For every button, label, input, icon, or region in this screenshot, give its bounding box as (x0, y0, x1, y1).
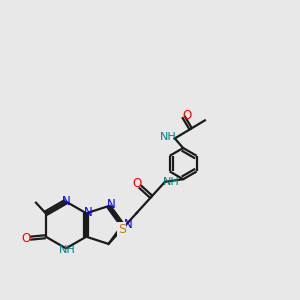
Text: S: S (118, 223, 126, 236)
Text: NH: NH (163, 177, 180, 188)
Text: N: N (61, 195, 70, 208)
Text: O: O (133, 178, 142, 190)
Text: O: O (21, 232, 31, 245)
Text: N: N (83, 206, 92, 219)
Text: N: N (107, 198, 116, 211)
Text: NH: NH (59, 245, 76, 255)
Text: N: N (124, 218, 133, 232)
Text: O: O (183, 110, 192, 122)
Text: NH: NH (160, 132, 176, 142)
